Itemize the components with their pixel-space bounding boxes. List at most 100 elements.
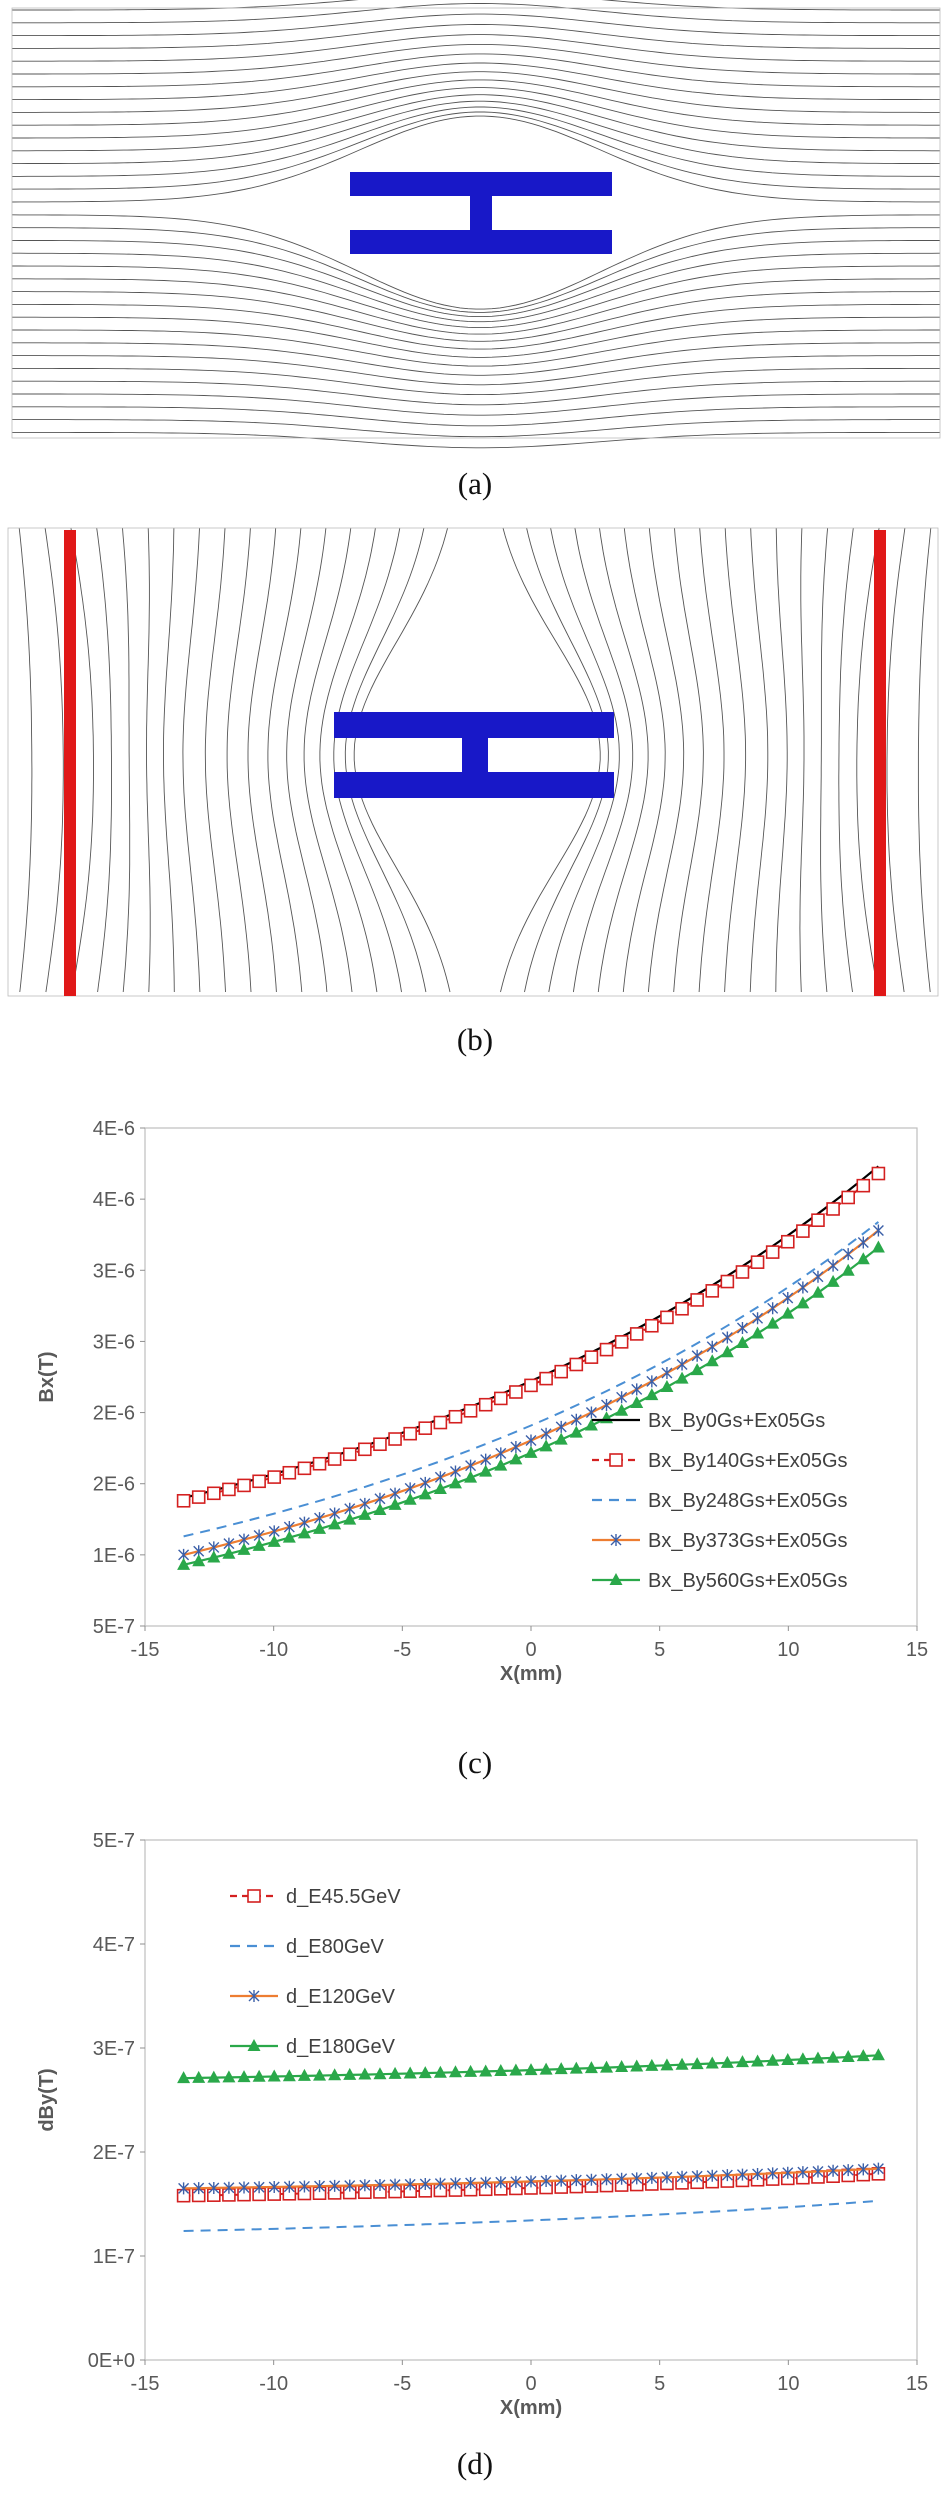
series-line — [183, 1246, 880, 1566]
legend-label: d_E45.5GeV — [286, 1886, 401, 1908]
data-point — [540, 1427, 552, 1440]
data-point — [480, 1453, 492, 1466]
data-point — [615, 2060, 629, 2073]
field-line — [572, 527, 634, 993]
y-axis-label: Bx(T) — [36, 1351, 58, 1402]
field-line — [12, 355, 940, 386]
field-line — [597, 527, 649, 993]
data-point — [403, 1492, 417, 1505]
x-tick-label: -10 — [259, 1639, 288, 1661]
data-point — [253, 2181, 265, 2194]
data-point — [630, 1396, 644, 1409]
data-point — [464, 1470, 478, 1483]
data-point — [796, 1296, 810, 1309]
chart-d: 0E+0 1E-7 2E-7 3E-7 4E-7 5E-7 -15 -10 -5 0 5 10 15 X(… — [36, 1830, 928, 2419]
data-point — [495, 1447, 507, 1460]
data-point — [705, 1284, 720, 1298]
data-point — [811, 1213, 825, 1227]
magnet-bottom-plate — [350, 230, 612, 254]
data-point — [237, 1542, 251, 1555]
field-map-boundary — [11, 7, 941, 439]
field-line — [12, 106, 941, 177]
data-point — [841, 2049, 855, 2062]
legend: d_E45.5GeV d_E80GeV d_E120GeV d_E180GeV — [230, 1886, 401, 2058]
field-line — [12, 291, 940, 342]
data-point — [419, 1476, 431, 1489]
magnet-bottom-plate — [334, 772, 614, 798]
data-point — [268, 2180, 280, 2193]
y-tick-label: 2E-7 — [93, 2142, 135, 2164]
data-point — [554, 1432, 568, 1445]
data-point — [766, 1316, 780, 1329]
x-axis: -15 -10 -5 0 5 10 15 — [131, 1626, 928, 1661]
data-point — [480, 2176, 492, 2189]
data-point — [247, 1889, 261, 1903]
magnet-a — [350, 172, 612, 254]
field-line — [18, 527, 33, 993]
data-point — [871, 1240, 885, 1253]
data-point — [601, 1398, 613, 1411]
x-tick-label: 0 — [525, 2373, 536, 2395]
field-lines-a — [11, 0, 941, 449]
y-axis: 5E-7 1E-6 2E-6 2E-6 3E-6 3E-6 4E-6 4E-6 — [93, 1118, 145, 1638]
x-axis: -15 -10 -5 0 5 10 15 — [131, 2360, 928, 2395]
data-point — [449, 1465, 461, 1478]
field-line — [647, 527, 685, 993]
data-point — [419, 2178, 431, 2191]
data-point — [208, 2181, 220, 2194]
data-point — [841, 1190, 855, 1205]
magnet-web — [470, 196, 492, 230]
data-point — [495, 2176, 507, 2189]
data-point — [706, 2169, 718, 2182]
data-point — [448, 1476, 462, 1489]
field-line — [303, 527, 353, 993]
data-point — [661, 1367, 673, 1380]
data-point — [796, 1224, 810, 1238]
data-point — [767, 1302, 779, 1315]
data-point — [297, 1461, 312, 1476]
field-line — [724, 527, 747, 993]
data-point — [585, 2173, 597, 2186]
legend: Bx_By0Gs+Ex05Gs Bx_By140Gs+Ex05Gs Bx_By248… — [592, 1410, 848, 1592]
legend-label: Bx_By0Gs+Ex05Gs — [648, 1410, 825, 1432]
data-point — [751, 1326, 765, 1339]
data-point — [569, 1357, 584, 1372]
y-tick-label: 4E-6 — [93, 1118, 135, 1140]
data-point — [478, 1397, 493, 1412]
data-point — [705, 2056, 719, 2069]
data-point — [494, 2064, 508, 2077]
data-point — [191, 1490, 206, 1504]
field-line — [204, 527, 226, 993]
data-point — [705, 1354, 719, 1367]
data-point — [359, 1497, 371, 1510]
data-point — [192, 2070, 206, 2083]
data-point — [631, 1383, 643, 1396]
panel-a — [0, 0, 950, 450]
field-line — [12, 24, 940, 49]
x-tick-label: 0 — [525, 1639, 536, 1661]
data-point — [585, 1406, 597, 1419]
magnet-top-plate — [334, 712, 614, 738]
field-line — [12, 406, 940, 427]
field-map-a — [11, 0, 941, 449]
field-line — [122, 527, 131, 993]
data-point — [373, 2067, 387, 2080]
data-point — [418, 1487, 432, 1500]
data-point — [222, 2070, 236, 2083]
data-point — [297, 2068, 311, 2081]
field-line — [12, 3, 940, 24]
field-line — [12, 342, 940, 376]
data-point — [433, 1415, 448, 1430]
data-point — [857, 1236, 869, 1249]
legend-label: d_E80GeV — [286, 1936, 385, 1958]
coil-left — [64, 530, 76, 996]
field-line — [12, 62, 940, 101]
data-point — [524, 1378, 538, 1393]
data-point — [600, 1411, 614, 1424]
field-line — [12, 380, 940, 406]
caption-b: (b) — [456, 1022, 494, 1057]
data-point — [358, 1442, 372, 1457]
x-tick-label: 5 — [654, 2373, 665, 2395]
data-point — [782, 2166, 794, 2179]
data-point — [388, 1497, 402, 1510]
